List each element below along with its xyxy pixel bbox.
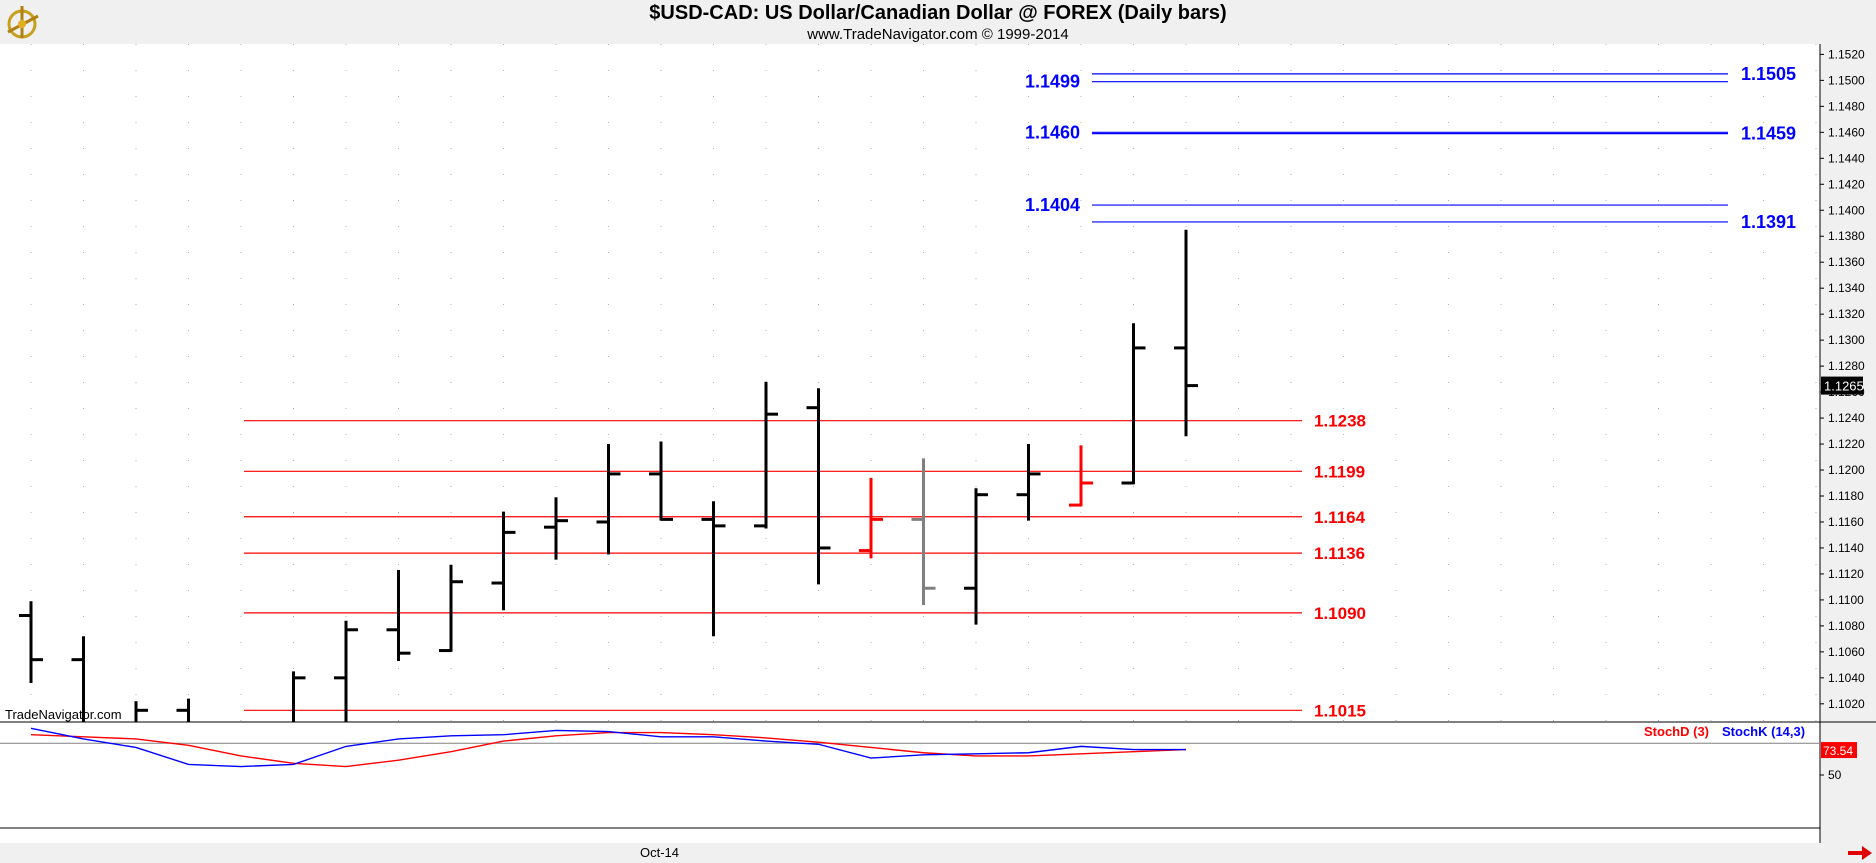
axis-ticks: 1.1020 1.1040 1.1060 1.1080 1.1100 1.1120 1.11… bbox=[1819, 44, 1865, 843]
price-tick-label: 1.1360 bbox=[1828, 255, 1865, 269]
price-tick-label: 1.1440 bbox=[1828, 151, 1865, 165]
ohlc-bar bbox=[1121, 323, 1146, 485]
ohlc-bar bbox=[806, 388, 831, 585]
ohlc-bar bbox=[649, 441, 673, 521]
stochd-line bbox=[30, 731, 1187, 768]
ohlc-bar bbox=[1174, 229, 1198, 437]
stochd-legend: StochD (3) bbox=[1644, 724, 1709, 739]
resistance-level-label: 1.1505 bbox=[1741, 64, 1796, 84]
price-tick-label: 1.1140 bbox=[1828, 541, 1864, 555]
ohlc-bar bbox=[71, 636, 85, 722]
price-tick-label: 1.1160 bbox=[1828, 515, 1864, 529]
scroll-right-arrow-icon[interactable] bbox=[1848, 846, 1872, 860]
price-tick-label: 1.1120 bbox=[1828, 567, 1864, 581]
price-tick-label: 1.1420 bbox=[1828, 177, 1865, 191]
level-lines: 1.1238 1.1199 1.1164 1.1136 1.1090 1.1015 1.14… bbox=[244, 64, 1796, 720]
support-level-label: 1.1015 bbox=[1314, 701, 1366, 720]
price-tick-label: 1.1340 bbox=[1828, 281, 1865, 295]
price-tick-label: 1.1480 bbox=[1828, 99, 1865, 113]
price-axis[interactable] bbox=[1820, 44, 1876, 843]
chart-subtitle: www.TradeNavigator.com © 1999-2014 bbox=[807, 26, 1069, 43]
price-tick-label: 1.1040 bbox=[1828, 671, 1865, 685]
price-tick-label: 1.1300 bbox=[1828, 333, 1865, 347]
ohlc-bar bbox=[334, 620, 358, 722]
chart-title: $USD-CAD: US Dollar/Canadian Dollar @ FO… bbox=[649, 2, 1227, 24]
last-price-label: 1.1265 bbox=[1824, 379, 1864, 394]
stochk-legend: StochK (14,3) bbox=[1722, 724, 1806, 739]
ohlc-bar bbox=[596, 444, 621, 555]
ohlc-bar bbox=[1069, 445, 1093, 507]
ohlc-bar bbox=[439, 564, 463, 653]
support-level-label: 1.1199 bbox=[1314, 462, 1365, 481]
price-tick-label: 1.1240 bbox=[1828, 411, 1865, 425]
support-level-label: 1.1090 bbox=[1314, 604, 1366, 623]
price-tick-label: 1.1280 bbox=[1828, 359, 1865, 373]
resistance-level-label: 1.1459 bbox=[1741, 124, 1796, 144]
ohlc-bar bbox=[964, 488, 988, 625]
price-tick-label: 1.1520 bbox=[1828, 47, 1865, 61]
ohlc-bar bbox=[124, 701, 148, 722]
ohlc-bar bbox=[701, 501, 726, 637]
ohlc-bar bbox=[491, 511, 516, 611]
support-level-label: 1.1238 bbox=[1314, 412, 1366, 431]
price-tick-label: 1.1080 bbox=[1828, 619, 1865, 633]
price-tick-label: 1.1500 bbox=[1828, 73, 1865, 87]
osc-value-label: 73.54 bbox=[1823, 744, 1853, 758]
ohlc-bar bbox=[859, 477, 883, 559]
resistance-level-label: 1.1391 bbox=[1741, 212, 1796, 232]
sextant-logo-icon bbox=[7, 6, 39, 39]
price-tick-label: 1.1020 bbox=[1828, 697, 1865, 711]
resistance-level-label: 1.1404 bbox=[1025, 195, 1080, 215]
chart-grid bbox=[30, 44, 1817, 722]
x-tick-label: Oct-14 bbox=[640, 845, 680, 860]
ohlc-bar bbox=[176, 698, 190, 722]
stochk-line bbox=[30, 727, 1186, 768]
osc-tick-label: 50 bbox=[1828, 768, 1842, 782]
resistance-level-label: 1.1499 bbox=[1025, 72, 1080, 92]
ohlc-bar bbox=[386, 570, 411, 661]
price-tick-label: 1.1100 bbox=[1828, 593, 1864, 607]
ohlc-bar bbox=[1016, 444, 1041, 521]
price-tick-label: 1.1460 bbox=[1828, 125, 1865, 139]
price-tick-label: 1.1320 bbox=[1828, 307, 1865, 321]
support-level-label: 1.1164 bbox=[1314, 508, 1366, 527]
price-tick-label: 1.1380 bbox=[1828, 229, 1865, 243]
ohlc-bar bbox=[292, 671, 306, 722]
price-bars bbox=[19, 229, 1198, 722]
price-tick-label: 1.1220 bbox=[1828, 437, 1865, 451]
price-tick-label: 1.1060 bbox=[1828, 645, 1865, 659]
price-tick-label: 1.1180 bbox=[1828, 489, 1864, 503]
ohlc-bar bbox=[544, 497, 568, 560]
resistance-level-label: 1.1460 bbox=[1025, 122, 1080, 142]
last-price-badge bbox=[1821, 376, 1863, 395]
ohlc-bar bbox=[911, 458, 936, 606]
ohlc-bar bbox=[19, 601, 43, 684]
support-level-label: 1.1136 bbox=[1314, 544, 1365, 563]
title-bar: $USD-CAD: US Dollar/Canadian Dollar @ FO… bbox=[0, 0, 1876, 44]
stochastic-panel: 50 73.54 bbox=[0, 721, 1876, 829]
price-tick-label: 1.1400 bbox=[1828, 203, 1865, 217]
watermark-label: TradeNavigator.com bbox=[5, 707, 122, 722]
price-tick-label: 1.1200 bbox=[1828, 463, 1865, 477]
ohlc-bar bbox=[754, 381, 778, 529]
osc-value-badge bbox=[1821, 742, 1857, 759]
time-axis[interactable] bbox=[0, 843, 1876, 863]
